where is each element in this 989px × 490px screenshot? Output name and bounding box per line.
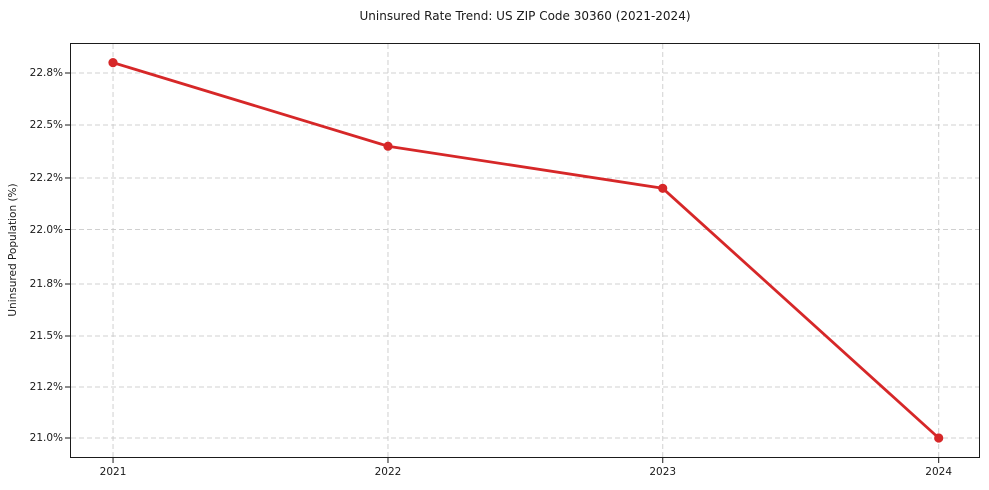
trend-line (111, 61, 941, 440)
y-tick-label: 22.0% (29, 223, 63, 236)
line-chart-canvas (65, 44, 979, 463)
y-tick-label: 22.8% (29, 66, 63, 79)
x-tick-label: 2023 (649, 466, 677, 478)
y-tick-label: 21.2% (29, 380, 63, 393)
x-tick-label: 2021 (99, 466, 127, 478)
data-point-2023 (658, 183, 668, 193)
y-tick-label: 21.8% (29, 277, 63, 290)
y-tick-label: 22.2% (29, 171, 63, 184)
x-tick-label: 2022 (374, 466, 402, 478)
y-tick-label: 22.5% (29, 118, 63, 131)
data-point-2022 (383, 141, 393, 151)
plot-area (65, 43, 980, 463)
x-tick-label: 2024 (925, 466, 953, 478)
data-point-2024 (934, 433, 944, 443)
y-tick-label: 21.5% (29, 329, 63, 342)
chart-title: Uninsured Rate Trend: US ZIP Code 30360 … (359, 9, 691, 23)
y-tick-label: 21.0% (29, 432, 63, 444)
data-point-2021 (108, 58, 118, 68)
y-axis-label: Uninsured Population (%) (7, 183, 19, 317)
